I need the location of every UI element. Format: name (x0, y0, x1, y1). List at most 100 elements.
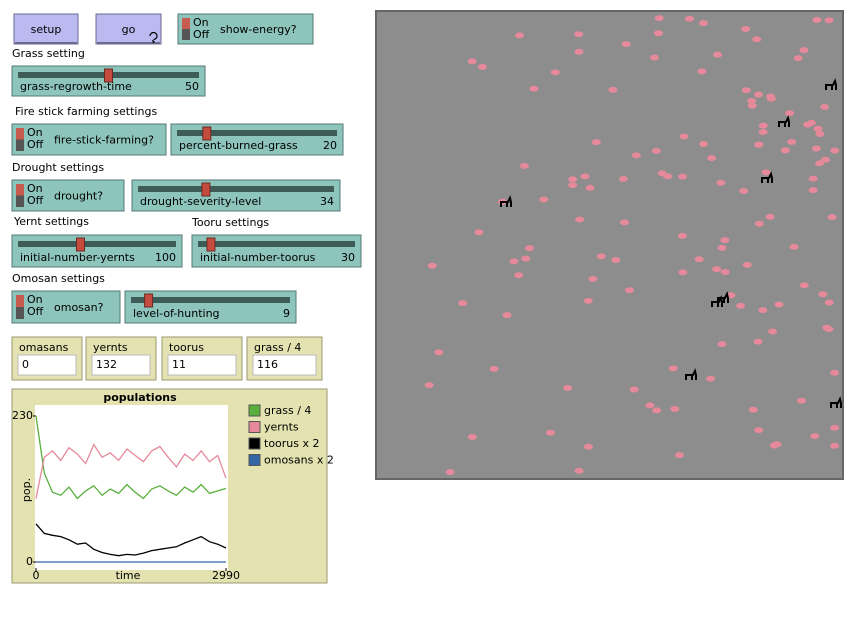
slider-thumb[interactable] (144, 293, 154, 308)
yernt (653, 30, 663, 37)
yernt (787, 138, 797, 145)
monitor-value: 0 (22, 358, 29, 371)
slider[interactable] (124, 290, 297, 324)
slider-thumb[interactable] (201, 182, 211, 197)
yernt (685, 15, 694, 22)
slider-thumb[interactable] (206, 237, 216, 252)
yernt (631, 152, 641, 159)
yernt (445, 469, 455, 476)
button[interactable] (13, 13, 79, 45)
yernt (427, 262, 437, 269)
legend-swatch (248, 404, 261, 417)
world-frame (375, 10, 844, 480)
yernt (799, 47, 809, 54)
yernt (568, 182, 578, 189)
switch-off-label: Off (27, 305, 44, 318)
yernt (824, 299, 834, 306)
switch[interactable] (11, 290, 121, 324)
slider[interactable] (170, 123, 344, 156)
yernt (585, 184, 595, 191)
legend-label: grass / 4 (264, 404, 311, 417)
yernt (502, 312, 512, 319)
yernt (707, 155, 717, 162)
slider-name: initial-number-toorus (200, 251, 316, 264)
button[interactable] (95, 13, 162, 45)
yernt (712, 266, 722, 273)
switch[interactable] (177, 13, 314, 45)
slider-thumb[interactable] (76, 237, 85, 252)
yernt (652, 407, 662, 414)
monitor-label: toorus (169, 341, 204, 354)
switch-handle (16, 184, 24, 196)
yernt (815, 160, 824, 167)
monitor-value: 116 (257, 358, 278, 371)
yernt (716, 179, 726, 186)
yernt (670, 406, 680, 412)
switch-name: omosan? (54, 301, 104, 314)
yernt (697, 68, 707, 75)
yernt (807, 119, 816, 126)
yernt (575, 216, 585, 223)
yernt (663, 173, 673, 180)
yernt (489, 365, 499, 372)
slider-value: 34 (320, 195, 334, 208)
yernt (717, 244, 727, 251)
yernt (515, 32, 524, 39)
yernt (713, 51, 723, 58)
yernt (651, 147, 661, 154)
switch-on-label: On (27, 182, 43, 195)
slider-name: percent-burned-grass (179, 139, 298, 152)
yernt (820, 104, 830, 110)
monitor-label: omasans (19, 341, 69, 354)
yernt (568, 176, 578, 183)
slider-name: level-of-hunting (133, 307, 220, 320)
yernt (424, 382, 434, 389)
slider-track (198, 241, 355, 247)
monitor-label: yernts (93, 341, 128, 354)
yernt (467, 434, 477, 440)
yernt (830, 424, 840, 431)
yernt (677, 232, 687, 239)
yernt (620, 219, 629, 226)
yernt (668, 365, 678, 372)
monitor-value: 132 (96, 358, 117, 371)
slider-value: 30 (341, 251, 355, 264)
yernt (815, 131, 825, 137)
yernt (824, 17, 834, 24)
yernt (813, 125, 823, 132)
legend-label: yernts (264, 421, 299, 434)
yernt (694, 256, 704, 263)
slider-thumb[interactable] (202, 126, 212, 141)
yernt (765, 213, 775, 220)
monitor-label: grass / 4 (254, 341, 301, 354)
yernt (741, 26, 751, 32)
yernt (758, 307, 768, 314)
yernt (563, 384, 573, 391)
yernt (793, 55, 803, 62)
switch-on-label: On (27, 293, 43, 306)
yernt (550, 69, 560, 76)
slider[interactable] (191, 234, 362, 268)
switch-on-label: On (193, 16, 209, 29)
yernt (678, 173, 687, 180)
yernt (574, 467, 584, 474)
switch[interactable] (11, 179, 125, 212)
tooru (830, 396, 842, 408)
slider-thumb[interactable] (104, 68, 113, 83)
yernt (458, 300, 468, 307)
yernt (478, 63, 487, 70)
slider[interactable] (131, 179, 341, 212)
switch[interactable] (11, 123, 167, 156)
monitor-value: 11 (172, 358, 186, 371)
slider-value: 50 (185, 80, 199, 93)
yernt (747, 102, 757, 109)
yernt (574, 31, 584, 38)
section-label: Fire stick farming settings (15, 105, 157, 118)
yernt (830, 369, 840, 376)
slider[interactable] (11, 234, 183, 268)
yernt (808, 175, 818, 182)
switch-name: drought? (54, 190, 103, 203)
yernt (583, 443, 593, 450)
switch-off-label: Off (27, 138, 44, 151)
yernt (748, 406, 758, 413)
